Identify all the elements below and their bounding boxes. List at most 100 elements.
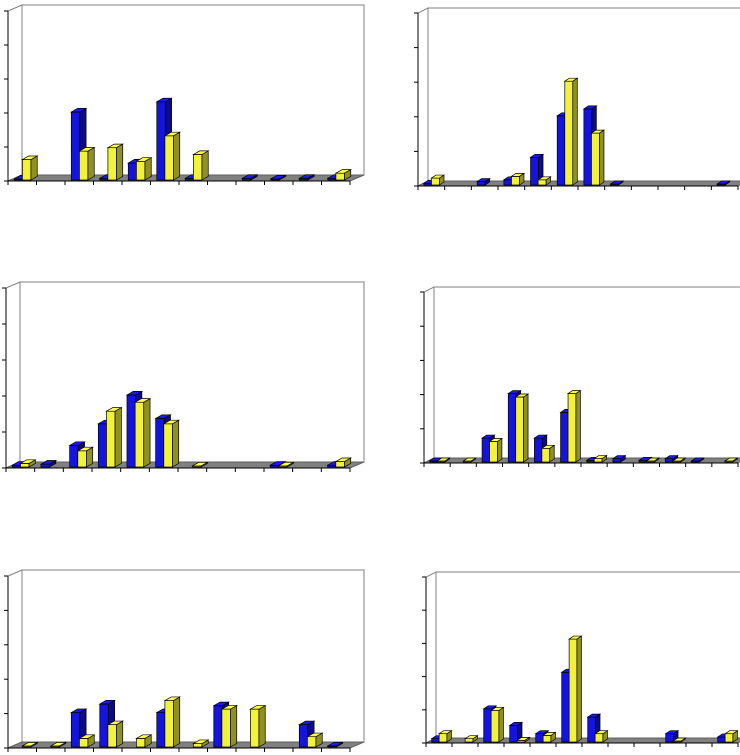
- bar-s2-cat-5: [541, 731, 557, 743]
- bar-top: [567, 635, 583, 640]
- bar-top: [21, 742, 39, 747]
- bar-top: [476, 178, 491, 182]
- bar-s1-cat-8: [609, 180, 625, 186]
- bar-top: [268, 461, 287, 466]
- bar-front: [593, 458, 603, 463]
- bar-s2-cat-6: [566, 389, 582, 463]
- bar-front: [70, 712, 81, 748]
- bar-top: [593, 455, 608, 459]
- back-wall: [19, 281, 365, 463]
- bar-front: [591, 132, 600, 186]
- bar-s2-cat-1: [436, 457, 451, 463]
- bar-side: [575, 389, 581, 463]
- bar-s2-cat-1: [19, 459, 37, 468]
- bar-top: [664, 730, 680, 735]
- bar-top: [334, 169, 353, 174]
- bar-front: [541, 447, 551, 463]
- bar-top: [723, 457, 739, 462]
- bar-top: [155, 97, 173, 103]
- back-wall: [435, 571, 740, 739]
- bar-top: [39, 460, 58, 465]
- bar-s2-cat-2: [462, 457, 477, 463]
- bar-s2-cat-12: [334, 168, 353, 181]
- bar-s2-cat-5: [133, 397, 152, 468]
- bar-s2-cat-2: [49, 741, 68, 748]
- bar-top: [191, 461, 209, 467]
- bar-top: [163, 131, 182, 137]
- bar-top: [515, 736, 531, 741]
- bar-top: [133, 398, 152, 403]
- bar-front: [97, 423, 108, 468]
- bar-top: [430, 174, 446, 179]
- bar-front: [70, 111, 81, 181]
- bar-top: [489, 707, 505, 711]
- bar-side: [523, 393, 529, 463]
- bar-s2-cat-1: [21, 741, 39, 748]
- bar-top: [49, 742, 68, 747]
- bar-top: [306, 732, 324, 738]
- side-wall: [7, 569, 23, 749]
- bar-side: [173, 131, 181, 181]
- bar-side: [30, 155, 38, 181]
- bar-front: [307, 736, 317, 748]
- bar-front: [431, 738, 440, 743]
- bar-front: [560, 412, 569, 463]
- bar-top: [536, 176, 552, 181]
- bar-front: [163, 423, 173, 468]
- bar-front: [164, 700, 174, 748]
- bar-front: [193, 154, 203, 181]
- bar-front: [99, 703, 109, 748]
- bar-s2-cat-4: [514, 393, 530, 463]
- bar-front: [107, 724, 117, 748]
- bar-top: [690, 457, 705, 462]
- bar-front: [107, 147, 117, 181]
- bar-front: [69, 445, 79, 468]
- side-wall: [417, 7, 429, 187]
- bar-s1-cat-12: [716, 180, 731, 186]
- bar-side: [258, 704, 266, 748]
- bar-s2-cat-5: [540, 444, 556, 463]
- bar-s2-cat-12: [723, 457, 739, 463]
- side-wall: [5, 281, 21, 469]
- bar-top: [645, 457, 661, 462]
- bar-s2-cat-5: [135, 157, 153, 181]
- bar-s1-cat-9: [240, 174, 259, 181]
- bar-s2-cat-5: [135, 734, 153, 748]
- bar-front: [155, 418, 165, 468]
- bar-s2-cat-6: [163, 131, 182, 181]
- bar-s2-cat-3: [78, 146, 96, 181]
- bar-top: [69, 108, 88, 113]
- bar-top: [508, 722, 524, 726]
- bar-s1-cat-2: [39, 459, 58, 468]
- bar-front: [483, 708, 492, 743]
- bar-front: [438, 733, 448, 743]
- bar-s2-cat-12: [334, 457, 353, 468]
- bar-front: [22, 159, 32, 181]
- bar-top: [609, 180, 625, 185]
- bar-front: [221, 708, 231, 748]
- bar-top: [125, 391, 144, 396]
- bar-front: [724, 733, 734, 743]
- bar-top: [106, 143, 125, 149]
- bar-top: [277, 461, 295, 467]
- bar-s1-cat-3: [476, 177, 491, 186]
- bar-s2-cat-3: [76, 446, 95, 468]
- bar-front: [134, 401, 145, 468]
- bar-top: [154, 414, 172, 419]
- bar-top: [593, 730, 609, 735]
- bar-s2-cat-4: [106, 143, 125, 181]
- bar-top: [671, 737, 687, 742]
- bar-top: [297, 174, 316, 179]
- bar-top: [98, 700, 116, 705]
- bar-s2-cat-6: [162, 419, 181, 468]
- bar-front: [136, 160, 146, 181]
- bar-top: [105, 407, 123, 412]
- bar-top: [463, 735, 479, 740]
- bar-top: [249, 705, 267, 710]
- bar-side: [576, 635, 582, 743]
- bar-side: [230, 704, 238, 748]
- bar-top: [135, 157, 153, 162]
- bar-front: [489, 441, 498, 463]
- bar-s2-cat-1: [21, 155, 39, 181]
